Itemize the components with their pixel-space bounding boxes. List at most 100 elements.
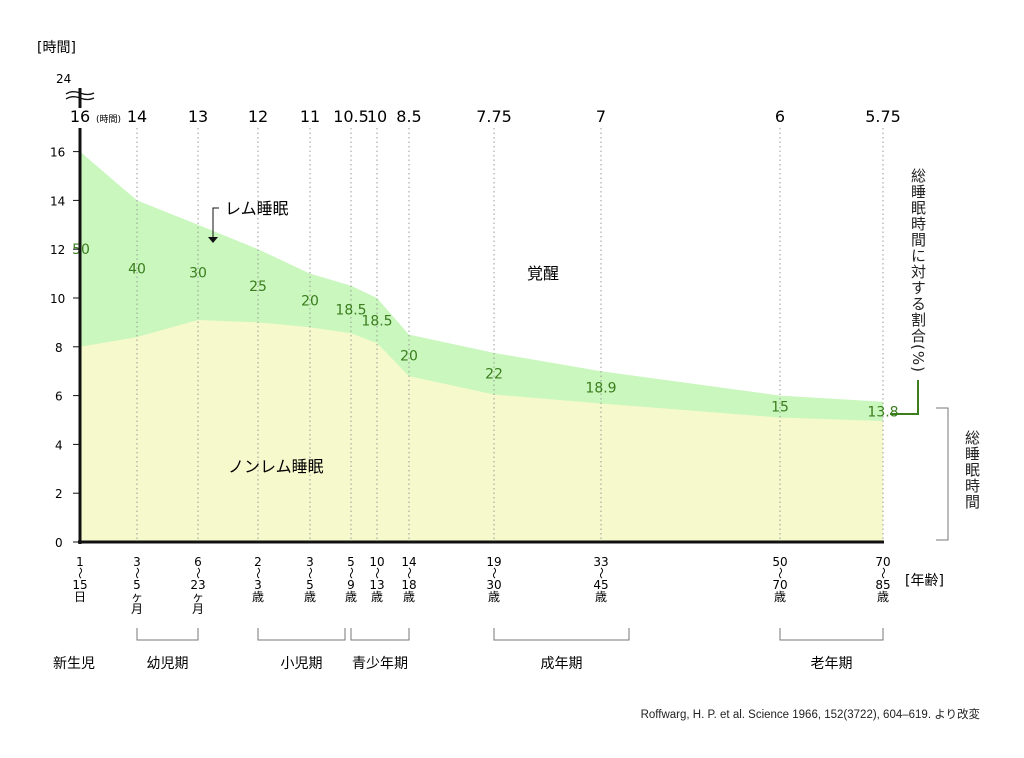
- age-label: 70: [772, 578, 787, 592]
- age-tilde: 〜: [303, 567, 317, 579]
- age-label: 5: [133, 578, 141, 592]
- age-label: 5: [306, 578, 314, 592]
- age-label: 15: [72, 578, 87, 592]
- age-label: 33: [593, 555, 608, 569]
- age-label: ヶ: [131, 590, 143, 604]
- nrem-area: [80, 319, 883, 542]
- rem-pointer: [212, 207, 219, 238]
- age-label: 6: [194, 555, 202, 569]
- age-tilde: 〜: [402, 567, 416, 579]
- x-axis-title: [年齢]: [905, 573, 944, 589]
- y-tick-label: 0: [55, 536, 63, 550]
- age-tilde: 〜: [130, 567, 144, 579]
- total-sleep-label: 8.5: [396, 107, 421, 126]
- age-label: 3: [306, 555, 314, 569]
- total-sleep-label: 5.75: [865, 107, 901, 126]
- age-label: 歳: [595, 590, 607, 604]
- arrow-down-icon: [208, 237, 218, 243]
- total-sleep-label: 6: [775, 107, 785, 126]
- y-break-label: 24: [56, 72, 71, 86]
- period-label: 新生児: [53, 656, 95, 672]
- age-label: 13: [369, 578, 384, 592]
- total-sleep-label: 11: [300, 107, 320, 126]
- period-label: 青少年期: [352, 656, 408, 672]
- age-label: 1: [76, 555, 84, 569]
- age-label: 歳: [371, 590, 383, 604]
- age-label: 3: [133, 555, 141, 569]
- age-tilde: 〜: [370, 567, 384, 579]
- age-label: 歳: [345, 590, 357, 604]
- period-bracket: [257, 628, 346, 641]
- period-bracket: [136, 628, 199, 641]
- percent-axis-label: 総睡眠時間に対する割合(%): [909, 168, 927, 373]
- age-label: 10: [369, 555, 384, 569]
- hours-unit: (時間): [96, 114, 121, 125]
- age-label: 歳: [877, 590, 889, 604]
- age-label: 50: [772, 555, 787, 569]
- age-label: 2: [254, 555, 262, 569]
- y-tick-label: 14: [50, 194, 65, 208]
- age-label: 85: [875, 578, 890, 592]
- age-tilde: 〜: [73, 567, 87, 579]
- age-label: 歳: [774, 590, 786, 604]
- total-sleep-label: 13: [188, 107, 208, 126]
- age-label: 5: [347, 555, 355, 569]
- age-label: 歳: [488, 590, 500, 604]
- y-tick-label: 10: [50, 292, 65, 306]
- age-label: 45: [593, 578, 608, 592]
- period-label: 幼児期: [147, 656, 189, 672]
- awake-label: 覚醒: [527, 264, 559, 283]
- y-tick-label: 8: [55, 341, 63, 355]
- age-tilde: 〜: [251, 567, 265, 579]
- rem-percent-label: 30: [189, 265, 207, 281]
- age-label: 30: [486, 578, 501, 592]
- rem-percent-label: 18.5: [361, 314, 392, 330]
- period-bracket: [779, 628, 884, 641]
- rem-percent-label: 18.5: [335, 302, 366, 318]
- rem-percent-label: 22: [485, 367, 503, 383]
- rem-label: レム睡眠: [225, 199, 289, 218]
- period-label: 成年期: [541, 656, 583, 672]
- age-tilde: 〜: [487, 567, 501, 579]
- total-sleep-label: 10.5: [333, 107, 369, 126]
- age-label: 3: [254, 578, 262, 592]
- rem-percent-label: 18.9: [585, 380, 616, 396]
- age-tilde: 〜: [594, 567, 608, 579]
- age-tilde: 〜: [773, 567, 787, 579]
- total-sleep-label: 7.75: [476, 107, 512, 126]
- age-label: 9: [347, 578, 355, 592]
- period-label: 小児期: [281, 656, 323, 672]
- rem-percent-label: 15: [771, 400, 789, 416]
- total-sleep-label: 7: [596, 107, 606, 126]
- total-bracket: [936, 407, 949, 541]
- total-sleep-label: 12: [248, 107, 268, 126]
- rem-percent-label: 20: [301, 293, 319, 309]
- age-label: 23: [190, 578, 205, 592]
- age-label: 歳: [252, 590, 264, 604]
- y-tick-label: 4: [55, 438, 63, 452]
- rem-percent-label: 25: [249, 279, 267, 295]
- period-bracket: [350, 628, 410, 641]
- percent-connector: [890, 380, 919, 415]
- age-label: 18: [401, 578, 416, 592]
- age-tilde: 〜: [876, 567, 890, 579]
- total-sleep-label: 10: [367, 107, 387, 126]
- total-sleep-label: 16: [70, 107, 90, 126]
- y-tick-label: 16: [50, 146, 65, 160]
- period-label: 老年期: [811, 656, 853, 672]
- y-axis-title: [時間]: [37, 40, 76, 56]
- age-label: 歳: [304, 590, 316, 604]
- age-label: 歳: [403, 590, 415, 604]
- citation: Roffwarg, H. P. et al. Science 1966, 152…: [640, 709, 980, 721]
- age-label: 14: [401, 555, 416, 569]
- total-sleep-label: 総睡眠時間: [963, 430, 981, 510]
- axis-break-icon: [65, 91, 95, 101]
- period-bracket: [493, 628, 630, 641]
- nrem-label: ノンレム睡眠: [228, 457, 324, 476]
- age-label: 月: [131, 602, 143, 616]
- y-tick-label: 6: [55, 390, 63, 404]
- y-tick-label: 12: [50, 243, 65, 257]
- y-tick-label: 2: [55, 487, 63, 501]
- rem-percent-label: 13.8: [867, 404, 898, 420]
- age-tilde: 〜: [344, 567, 358, 579]
